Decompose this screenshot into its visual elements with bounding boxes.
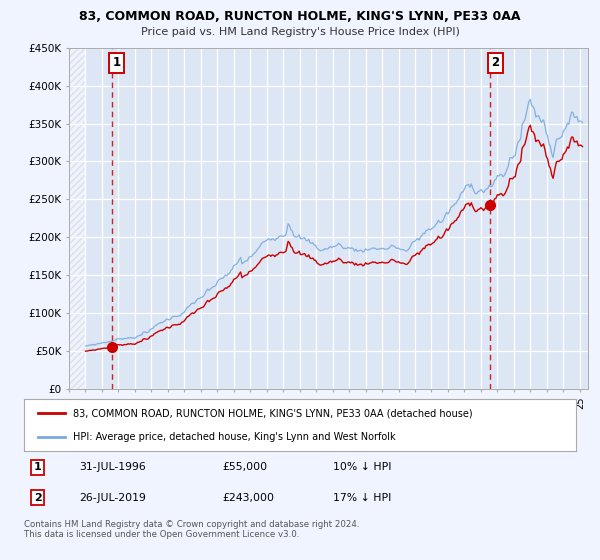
Text: Price paid vs. HM Land Registry's House Price Index (HPI): Price paid vs. HM Land Registry's House … (140, 27, 460, 37)
Text: 10% ↓ HPI: 10% ↓ HPI (333, 462, 392, 472)
Text: 17% ↓ HPI: 17% ↓ HPI (333, 493, 391, 503)
Text: 83, COMMON ROAD, RUNCTON HOLME, KING'S LYNN, PE33 0AA: 83, COMMON ROAD, RUNCTON HOLME, KING'S L… (79, 10, 521, 23)
Text: 2: 2 (491, 57, 499, 69)
Text: Contains HM Land Registry data © Crown copyright and database right 2024.
This d: Contains HM Land Registry data © Crown c… (24, 520, 359, 539)
Text: £55,000: £55,000 (223, 462, 268, 472)
Text: 1: 1 (112, 57, 121, 69)
Text: 2: 2 (34, 493, 41, 503)
Text: 83, COMMON ROAD, RUNCTON HOLME, KING'S LYNN, PE33 0AA (detached house): 83, COMMON ROAD, RUNCTON HOLME, KING'S L… (73, 408, 472, 418)
Text: HPI: Average price, detached house, King's Lynn and West Norfolk: HPI: Average price, detached house, King… (73, 432, 395, 442)
Text: 26-JUL-2019: 26-JUL-2019 (79, 493, 146, 503)
Text: 31-JUL-1996: 31-JUL-1996 (79, 462, 146, 472)
Text: £243,000: £243,000 (223, 493, 275, 503)
Text: 1: 1 (34, 462, 41, 472)
